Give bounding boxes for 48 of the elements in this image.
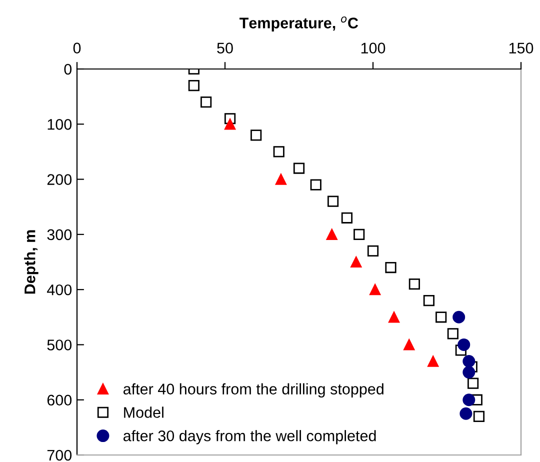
point (436, 312, 447, 323)
point (370, 284, 381, 296)
legend-label: after 40 hours from the drilling stopped (123, 383, 384, 398)
point (473, 410, 485, 422)
point (273, 146, 284, 158)
point (467, 378, 479, 389)
point (293, 162, 305, 174)
point (275, 174, 286, 185)
point (458, 338, 470, 351)
point (310, 179, 322, 190)
point (404, 339, 415, 350)
point (327, 196, 339, 207)
point (452, 310, 466, 324)
point (462, 366, 476, 379)
point (341, 212, 353, 224)
y-tick-label: 700 (47, 450, 72, 461)
y-tick-label: 100 (48, 119, 72, 130)
point (326, 228, 338, 240)
point (447, 328, 458, 340)
point (423, 295, 434, 306)
point (385, 262, 396, 274)
point (354, 228, 365, 240)
legend-label: Model (124, 406, 164, 418)
point (408, 278, 420, 290)
point (350, 256, 362, 268)
y-tick-label: 500 (47, 340, 72, 350)
point (200, 96, 212, 108)
point (460, 407, 472, 420)
point (367, 245, 379, 257)
point (250, 130, 262, 141)
point (224, 118, 236, 130)
point (188, 80, 200, 92)
x-tick-label: 50 (217, 42, 233, 54)
point (462, 355, 476, 368)
legend-label: after 30 days from the well completed (123, 430, 376, 444)
point (428, 356, 439, 367)
y-tick-label: 200 (47, 174, 72, 185)
point (462, 394, 476, 406)
y-tick-label: 0 (64, 64, 72, 75)
x-tick-label: 0 (73, 42, 81, 54)
y-tick-label: 300 (47, 229, 72, 240)
x-tick-label: 100 (361, 42, 386, 54)
y-tick-label: 600 (47, 394, 72, 406)
y-axis-title: Depth, m (24, 230, 38, 294)
point (388, 312, 400, 323)
y-tick-label: 400 (47, 284, 72, 296)
x-tick-label: 150 (509, 42, 534, 54)
x-axis-title: Temperature, $^{o}$C (240, 16, 358, 32)
